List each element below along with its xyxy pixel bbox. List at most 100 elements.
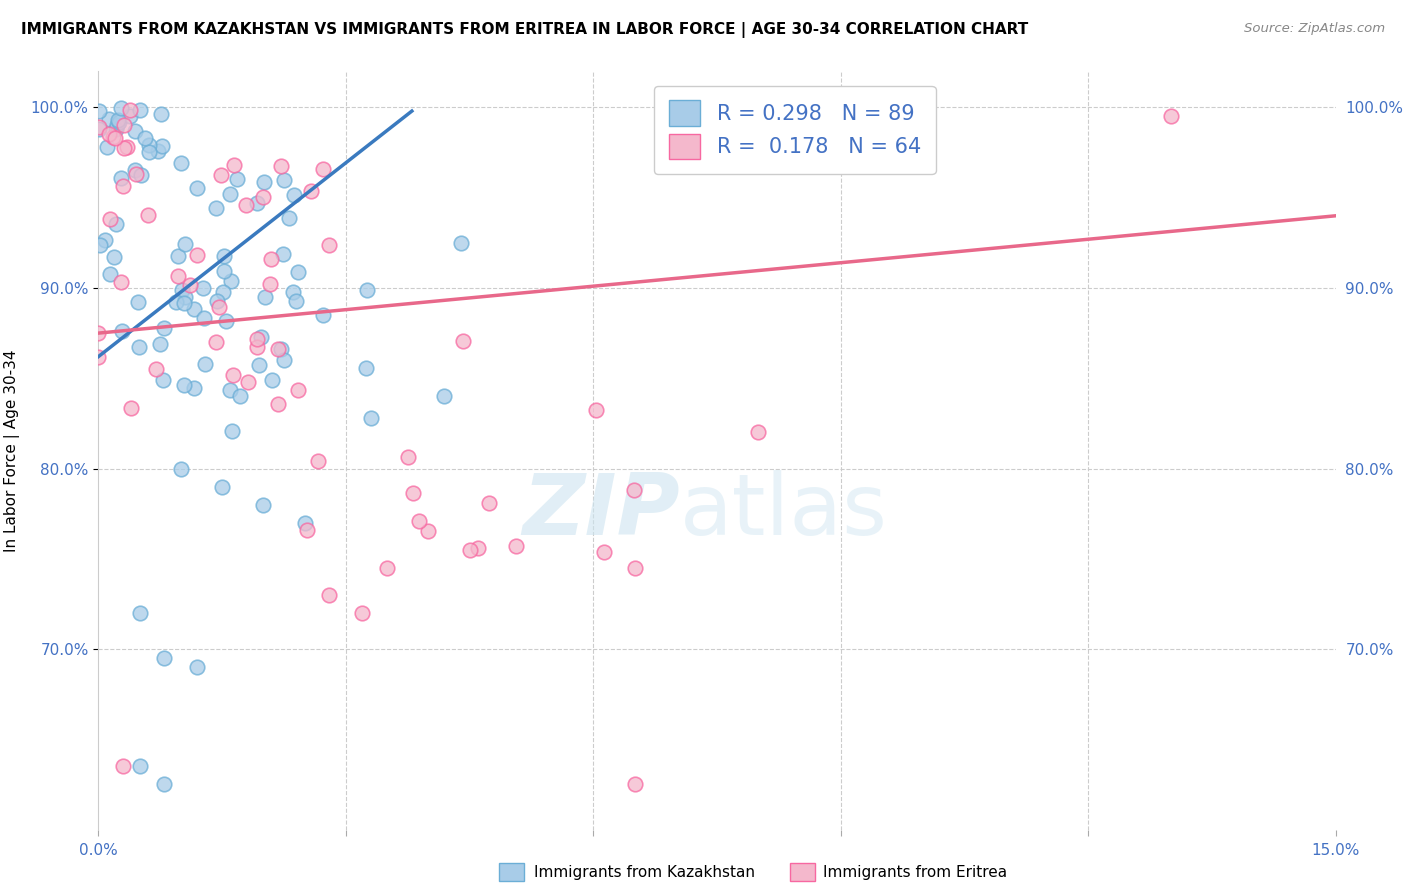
- Point: [287, 383, 309, 397]
- Point: [450, 236, 472, 251]
- Point: [103, 131, 125, 145]
- Text: Immigrants from Kazakhstan: Immigrants from Kazakhstan: [534, 865, 755, 880]
- Point: [270, 342, 292, 356]
- Point: [246, 195, 269, 210]
- Point: [281, 285, 304, 299]
- Point: [402, 485, 425, 500]
- Point: [89, 104, 111, 119]
- Text: Immigrants from Eritrea: Immigrants from Eritrea: [823, 865, 1007, 880]
- Point: [222, 368, 245, 383]
- Point: [173, 378, 195, 392]
- Point: [111, 324, 134, 338]
- Point: [166, 250, 188, 264]
- Point: [229, 388, 252, 402]
- Point: [211, 479, 233, 493]
- Point: [101, 130, 124, 145]
- Point: [212, 263, 235, 277]
- Point: [120, 401, 142, 415]
- Legend: R = 0.298   N = 89, R =  0.178   N = 64: R = 0.298 N = 89, R = 0.178 N = 64: [654, 86, 935, 174]
- Point: [104, 218, 127, 232]
- Point: [98, 211, 121, 226]
- Point: [747, 425, 769, 440]
- Point: [104, 121, 127, 136]
- Point: [153, 321, 176, 335]
- Point: [623, 483, 645, 498]
- Point: [183, 381, 205, 395]
- Point: [87, 122, 110, 136]
- Point: [138, 138, 160, 153]
- Point: [236, 375, 259, 389]
- Point: [134, 130, 156, 145]
- Point: [214, 249, 236, 263]
- Point: [149, 107, 172, 121]
- Point: [375, 561, 398, 575]
- Point: [110, 170, 132, 185]
- Point: [193, 310, 215, 325]
- Point: [204, 335, 226, 350]
- Point: [186, 660, 208, 674]
- Point: [246, 332, 269, 346]
- Point: [138, 145, 160, 159]
- Point: [218, 383, 240, 397]
- Point: [271, 247, 294, 261]
- Point: [124, 124, 146, 138]
- Point: [352, 606, 374, 620]
- Point: [253, 290, 276, 304]
- Point: [278, 211, 301, 226]
- Text: ZIP: ZIP: [522, 469, 681, 553]
- Point: [354, 360, 377, 375]
- Point: [97, 112, 120, 127]
- Point: [183, 301, 205, 316]
- Point: [87, 326, 110, 340]
- Point: [103, 250, 125, 264]
- Point: [224, 158, 246, 172]
- Point: [146, 144, 169, 158]
- Point: [173, 290, 195, 304]
- Point: [128, 103, 150, 117]
- Point: [623, 777, 645, 791]
- Point: [108, 115, 131, 129]
- Point: [136, 208, 159, 222]
- Point: [120, 103, 142, 117]
- Point: [170, 155, 193, 169]
- Point: [179, 277, 201, 292]
- Point: [172, 284, 194, 298]
- Point: [153, 777, 176, 791]
- Point: [98, 267, 121, 281]
- Point: [87, 350, 110, 364]
- Point: [94, 233, 117, 247]
- Point: [297, 523, 319, 537]
- Point: [467, 541, 489, 556]
- Point: [209, 168, 232, 182]
- Point: [205, 201, 228, 215]
- Point: [125, 168, 148, 182]
- Point: [433, 389, 456, 403]
- Point: [451, 334, 474, 349]
- Y-axis label: In Labor Force | Age 30-34: In Labor Force | Age 30-34: [4, 349, 20, 552]
- Point: [112, 759, 135, 773]
- Point: [117, 140, 139, 154]
- Point: [110, 102, 132, 116]
- Point: [311, 308, 333, 322]
- Point: [149, 337, 172, 351]
- Point: [262, 373, 284, 387]
- Point: [284, 293, 307, 308]
- Point: [194, 357, 217, 371]
- Point: [260, 252, 283, 266]
- Point: [167, 269, 190, 284]
- Point: [221, 424, 243, 438]
- Point: [211, 285, 233, 300]
- Text: atlas: atlas: [681, 469, 889, 553]
- Point: [252, 190, 274, 204]
- Point: [173, 296, 195, 310]
- Point: [318, 237, 340, 252]
- Point: [246, 340, 269, 354]
- Point: [273, 173, 295, 187]
- Point: [111, 178, 134, 193]
- Point: [416, 524, 439, 539]
- Point: [287, 264, 309, 278]
- Point: [114, 141, 136, 155]
- Point: [105, 118, 128, 132]
- Point: [356, 283, 378, 297]
- Point: [266, 397, 288, 411]
